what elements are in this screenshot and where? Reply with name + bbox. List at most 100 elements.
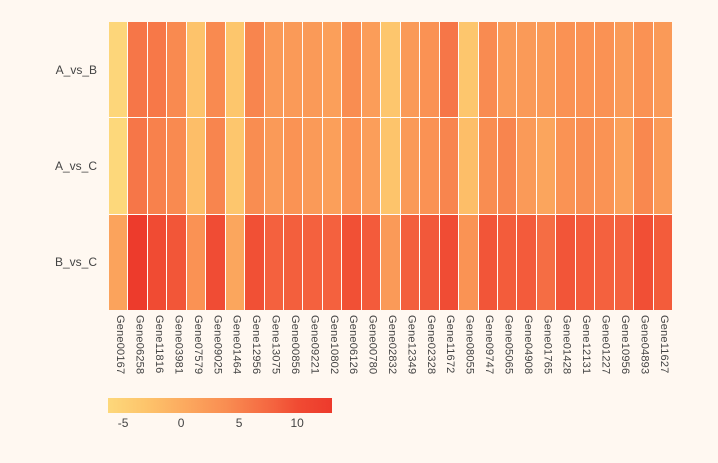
heatmap-cell[interactable] bbox=[322, 22, 342, 118]
heatmap-cell[interactable] bbox=[167, 118, 186, 214]
heatmap-cell[interactable] bbox=[420, 118, 439, 214]
heatmap-cell[interactable] bbox=[497, 214, 517, 310]
heatmap-cell[interactable] bbox=[614, 22, 634, 118]
heatmap-cell[interactable] bbox=[614, 214, 634, 310]
heatmap-cell[interactable] bbox=[186, 22, 206, 118]
x-axis-label: Gene08055 bbox=[463, 315, 476, 375]
heatmap-cell[interactable] bbox=[109, 214, 128, 310]
heatmap-cell[interactable] bbox=[206, 214, 225, 310]
x-axis-label: Gene10956 bbox=[618, 315, 631, 375]
x-axis-label: Gene03981 bbox=[172, 315, 185, 375]
heatmap-cell[interactable] bbox=[147, 22, 167, 118]
heatmap-cell[interactable] bbox=[439, 22, 459, 118]
heatmap-cell[interactable] bbox=[264, 22, 284, 118]
heatmap-cell[interactable] bbox=[303, 22, 322, 118]
heatmap-cell[interactable] bbox=[284, 214, 303, 310]
heatmap-cell[interactable] bbox=[225, 118, 245, 214]
heatmap-cell[interactable] bbox=[322, 118, 342, 214]
heatmap-cell[interactable] bbox=[225, 22, 245, 118]
heatmap-cell[interactable] bbox=[303, 118, 322, 214]
heatmap-cell[interactable] bbox=[206, 118, 225, 214]
heatmap-cell[interactable] bbox=[595, 118, 614, 214]
heatmap-cell[interactable] bbox=[361, 214, 381, 310]
heatmap-cell[interactable] bbox=[595, 214, 614, 310]
heatmap-cell[interactable] bbox=[634, 22, 653, 118]
colorbar-gradient bbox=[108, 398, 332, 413]
colorbar-tick-label: -5 bbox=[117, 416, 129, 430]
heatmap-cell[interactable] bbox=[381, 214, 400, 310]
heatmap-cell[interactable] bbox=[284, 118, 303, 214]
heatmap-cell[interactable] bbox=[478, 214, 497, 310]
heatmap-cell[interactable] bbox=[245, 214, 264, 310]
heatmap-cell[interactable] bbox=[536, 118, 556, 214]
heatmap-canvas bbox=[109, 22, 672, 310]
heatmap-cell[interactable] bbox=[556, 214, 575, 310]
heatmap-cell[interactable] bbox=[206, 22, 225, 118]
x-axis-label: Gene01765 bbox=[541, 315, 554, 375]
heatmap-cell[interactable] bbox=[381, 22, 400, 118]
heatmap-cell[interactable] bbox=[459, 22, 478, 118]
heatmap-cell[interactable] bbox=[595, 22, 614, 118]
x-axis-label: Gene01464 bbox=[230, 315, 243, 375]
x-axis-label: Gene10802 bbox=[327, 315, 340, 375]
heatmap-cell[interactable] bbox=[420, 22, 439, 118]
heatmap-cell[interactable] bbox=[342, 214, 361, 310]
heatmap-cell[interactable] bbox=[556, 118, 575, 214]
heatmap-cell[interactable] bbox=[109, 22, 128, 118]
heatmap-cell[interactable] bbox=[361, 22, 381, 118]
heatmap-cell[interactable] bbox=[478, 22, 497, 118]
heatmap-cell[interactable] bbox=[245, 118, 264, 214]
heatmap-cell[interactable] bbox=[381, 118, 400, 214]
heatmap-cell[interactable] bbox=[147, 214, 167, 310]
heatmap-cell[interactable] bbox=[653, 118, 672, 214]
heatmap-cell[interactable] bbox=[556, 22, 575, 118]
heatmap-cell[interactable] bbox=[634, 214, 653, 310]
heatmap-cell[interactable] bbox=[342, 22, 361, 118]
colorbar-tick-label: 0 bbox=[177, 416, 185, 430]
heatmap-cell[interactable] bbox=[497, 118, 517, 214]
heatmap-cell[interactable] bbox=[245, 22, 264, 118]
heatmap-cell[interactable] bbox=[264, 214, 284, 310]
heatmap-cell[interactable] bbox=[575, 22, 595, 118]
heatmap-cell[interactable] bbox=[517, 22, 536, 118]
heatmap-cell[interactable] bbox=[400, 118, 420, 214]
heatmap-cell[interactable] bbox=[186, 214, 206, 310]
heatmap-cell[interactable] bbox=[439, 214, 459, 310]
heatmap-cell[interactable] bbox=[167, 214, 186, 310]
heatmap-cell[interactable] bbox=[575, 214, 595, 310]
heatmap-cell[interactable] bbox=[575, 118, 595, 214]
heatmap-cell[interactable] bbox=[653, 22, 672, 118]
heatmap-cell[interactable] bbox=[439, 118, 459, 214]
heatmap-cell[interactable] bbox=[536, 214, 556, 310]
x-axis-label: Gene06126 bbox=[347, 315, 360, 375]
heatmap-cell[interactable] bbox=[478, 118, 497, 214]
heatmap-cell[interactable] bbox=[536, 22, 556, 118]
heatmap-cell[interactable] bbox=[361, 118, 381, 214]
heatmap-cell[interactable] bbox=[517, 118, 536, 214]
heatmap-cell[interactable] bbox=[128, 118, 147, 214]
heatmap-cell[interactable] bbox=[634, 118, 653, 214]
heatmap-cell[interactable] bbox=[284, 22, 303, 118]
heatmap-cell[interactable] bbox=[497, 22, 517, 118]
heatmap-cell[interactable] bbox=[225, 214, 245, 310]
heatmap-cell[interactable] bbox=[322, 214, 342, 310]
heatmap-cell[interactable] bbox=[517, 214, 536, 310]
heatmap-cell[interactable] bbox=[264, 118, 284, 214]
heatmap-cell[interactable] bbox=[186, 118, 206, 214]
heatmap-cell[interactable] bbox=[653, 214, 672, 310]
x-axis-label: Gene06258 bbox=[133, 315, 146, 375]
x-axis-label: Gene12131 bbox=[580, 315, 593, 375]
heatmap-cell[interactable] bbox=[459, 214, 478, 310]
heatmap-cell[interactable] bbox=[128, 214, 147, 310]
heatmap-cell[interactable] bbox=[400, 214, 420, 310]
heatmap-cell[interactable] bbox=[400, 22, 420, 118]
heatmap-cell[interactable] bbox=[109, 118, 128, 214]
heatmap-cell[interactable] bbox=[167, 22, 186, 118]
heatmap-cell[interactable] bbox=[420, 214, 439, 310]
heatmap-cell[interactable] bbox=[614, 118, 634, 214]
heatmap-cell[interactable] bbox=[459, 118, 478, 214]
heatmap-cell[interactable] bbox=[128, 22, 147, 118]
heatmap-cell[interactable] bbox=[303, 214, 322, 310]
heatmap-cell[interactable] bbox=[342, 118, 361, 214]
heatmap-cell[interactable] bbox=[147, 118, 167, 214]
